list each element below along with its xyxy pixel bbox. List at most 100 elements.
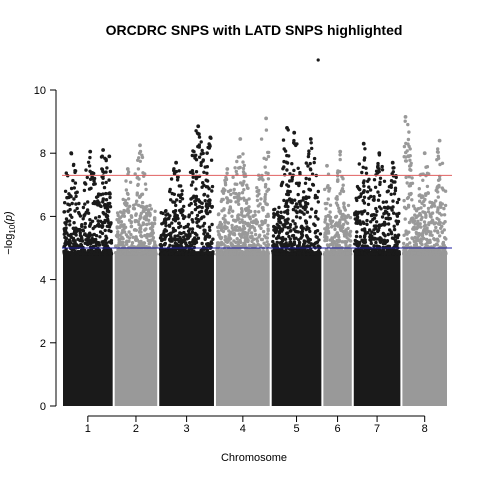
snp-point [442,206,446,211]
snp-point [66,202,70,206]
snp-point [341,183,345,187]
snp-point [76,227,81,232]
snp-point [355,198,359,203]
snp-point [309,168,313,172]
snp-point [340,215,344,219]
snp-point [159,247,163,252]
snp-point [249,231,254,235]
snp-point [299,230,303,235]
snp-point [237,217,241,221]
snp-point [403,217,407,221]
snp-point [402,233,406,237]
snp-point [365,190,370,194]
snp-point [202,232,206,236]
snp-peak-point [138,143,142,148]
snp-point [172,248,177,252]
snp-point [265,202,269,207]
snp-point [73,170,77,175]
snp-point [185,233,189,237]
snp-point [184,242,188,246]
snp-point [219,252,223,256]
snp-point [435,150,440,154]
snp-point [143,205,147,209]
snp-point [355,219,359,223]
snp-point [337,221,342,226]
snp-point [177,221,181,225]
snp-point [441,242,445,246]
snp-point [242,235,247,240]
snp-point [323,187,327,192]
snp-point [302,190,306,194]
snp-point [104,180,108,185]
snp-point [306,239,310,243]
snp-point [76,237,80,241]
snp-point [247,205,251,209]
y-tick-label: 6 [40,211,46,223]
y-axis-label: −log10(p) [3,211,17,255]
snp-point [283,173,287,177]
snp-point [266,223,270,228]
snp-point [283,222,287,226]
x-tick-label-chr-6: 6 [335,423,341,435]
snp-point [131,235,135,239]
snp-point [419,206,423,210]
snp-point [138,159,142,163]
snp-point [193,236,197,240]
snp-point [235,237,239,241]
chromosome-7-points [353,141,401,406]
snp-point [196,198,201,202]
snp-point [288,240,292,245]
snp-point [443,203,448,208]
snp-point [336,174,340,178]
snp-point [382,223,387,227]
snp-point [288,223,293,227]
snp-point [304,161,308,165]
snp-point [290,177,294,181]
snp-point [409,168,413,172]
snp-point [325,252,329,256]
snp-point [120,240,124,245]
snp-point [353,242,357,246]
snp-point [190,211,194,215]
snp-point [190,218,194,222]
snp-point [182,230,186,235]
snp-point [313,193,318,198]
snp-point [324,248,328,252]
snp-point [343,248,348,252]
snp-peak-point [361,141,366,146]
snp-point [440,230,444,235]
snp-point [230,214,234,218]
snp-point [391,205,395,209]
snp-point [384,211,388,215]
snp-point [66,209,70,213]
snp-peak-point [422,151,427,156]
snp-point [194,158,199,162]
snp-point [137,195,142,199]
snp-peak-point [125,167,130,171]
snp-peak-point [225,167,230,171]
snp-points [62,58,448,406]
snp-point [255,248,259,252]
snp-peak-point [377,151,382,156]
snp-point [417,231,421,236]
snp-point [413,226,417,230]
x-tick-label-chr-5: 5 [293,423,299,435]
snp-point [201,251,205,256]
snp-point [245,232,249,237]
snp-point [223,178,227,183]
snp-point [141,171,145,175]
snp-point [363,156,367,160]
snp-point [81,229,86,233]
snp-point [107,251,112,255]
snp-point [441,248,445,252]
snp-point [415,221,420,225]
snp-point [334,214,339,219]
snp-point [376,171,380,175]
snp-point [237,202,241,206]
snp-point [296,166,300,170]
snp-point [201,151,205,156]
snp-point [376,190,380,194]
snp-point [438,221,442,225]
snp-point [98,192,102,197]
snp-point [380,168,385,172]
